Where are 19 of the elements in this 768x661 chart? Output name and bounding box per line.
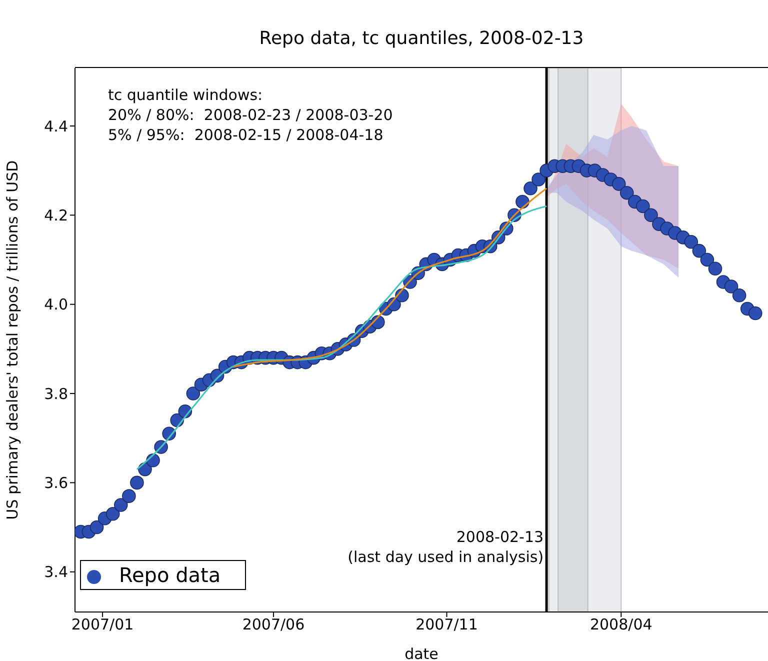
x-tick-label: 2007/01 xyxy=(71,616,134,634)
chart-title: Repo data, tc quantiles, 2008-02-13 xyxy=(258,28,585,49)
y-tick-label: 4.0 xyxy=(44,296,68,314)
x-tick-label: 2007/06 xyxy=(242,616,305,634)
y-tick-label: 3.8 xyxy=(44,384,68,403)
annotation: 5% / 95%: 2008-02-15 / 2008-04-18 xyxy=(108,126,384,144)
line-series xyxy=(136,205,548,470)
y-tick-label: 3.6 xyxy=(44,474,68,492)
y-tick-label: 4.2 xyxy=(44,206,68,224)
y-tick-label: 4.4 xyxy=(44,117,68,136)
y-axis-title: US primary dealers' total repos / trillions of USD xyxy=(3,160,22,520)
ref-line-label: 2008-02-13 (last day used in analysis) xyxy=(348,528,544,566)
x-tick-label: 2008/04 xyxy=(590,616,652,634)
annotation: 20% / 80%: 2008-02-23 / 2008-03-20 xyxy=(108,106,393,124)
x-axis-title: date xyxy=(404,645,438,661)
y-tick-label: 3.4 xyxy=(44,563,68,582)
x-tick-label: 2007/11 xyxy=(416,616,478,634)
annotation: tc quantile windows: xyxy=(108,86,263,104)
legend-label: Repo data xyxy=(119,563,221,587)
